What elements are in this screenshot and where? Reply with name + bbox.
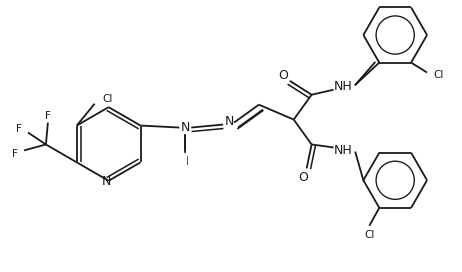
Text: Cl: Cl [434,70,444,79]
Text: F: F [16,123,22,134]
Text: O: O [299,171,309,184]
Text: Cl: Cl [364,230,375,240]
Text: N: N [225,115,234,128]
Text: NH: NH [334,144,353,157]
Text: N: N [102,175,111,188]
Text: N: N [181,121,190,134]
Text: O: O [278,69,288,82]
Text: F: F [45,111,51,120]
Text: NH: NH [334,80,353,93]
Text: Cl: Cl [103,94,113,104]
Text: F: F [12,149,18,159]
Text: |: | [186,156,189,165]
